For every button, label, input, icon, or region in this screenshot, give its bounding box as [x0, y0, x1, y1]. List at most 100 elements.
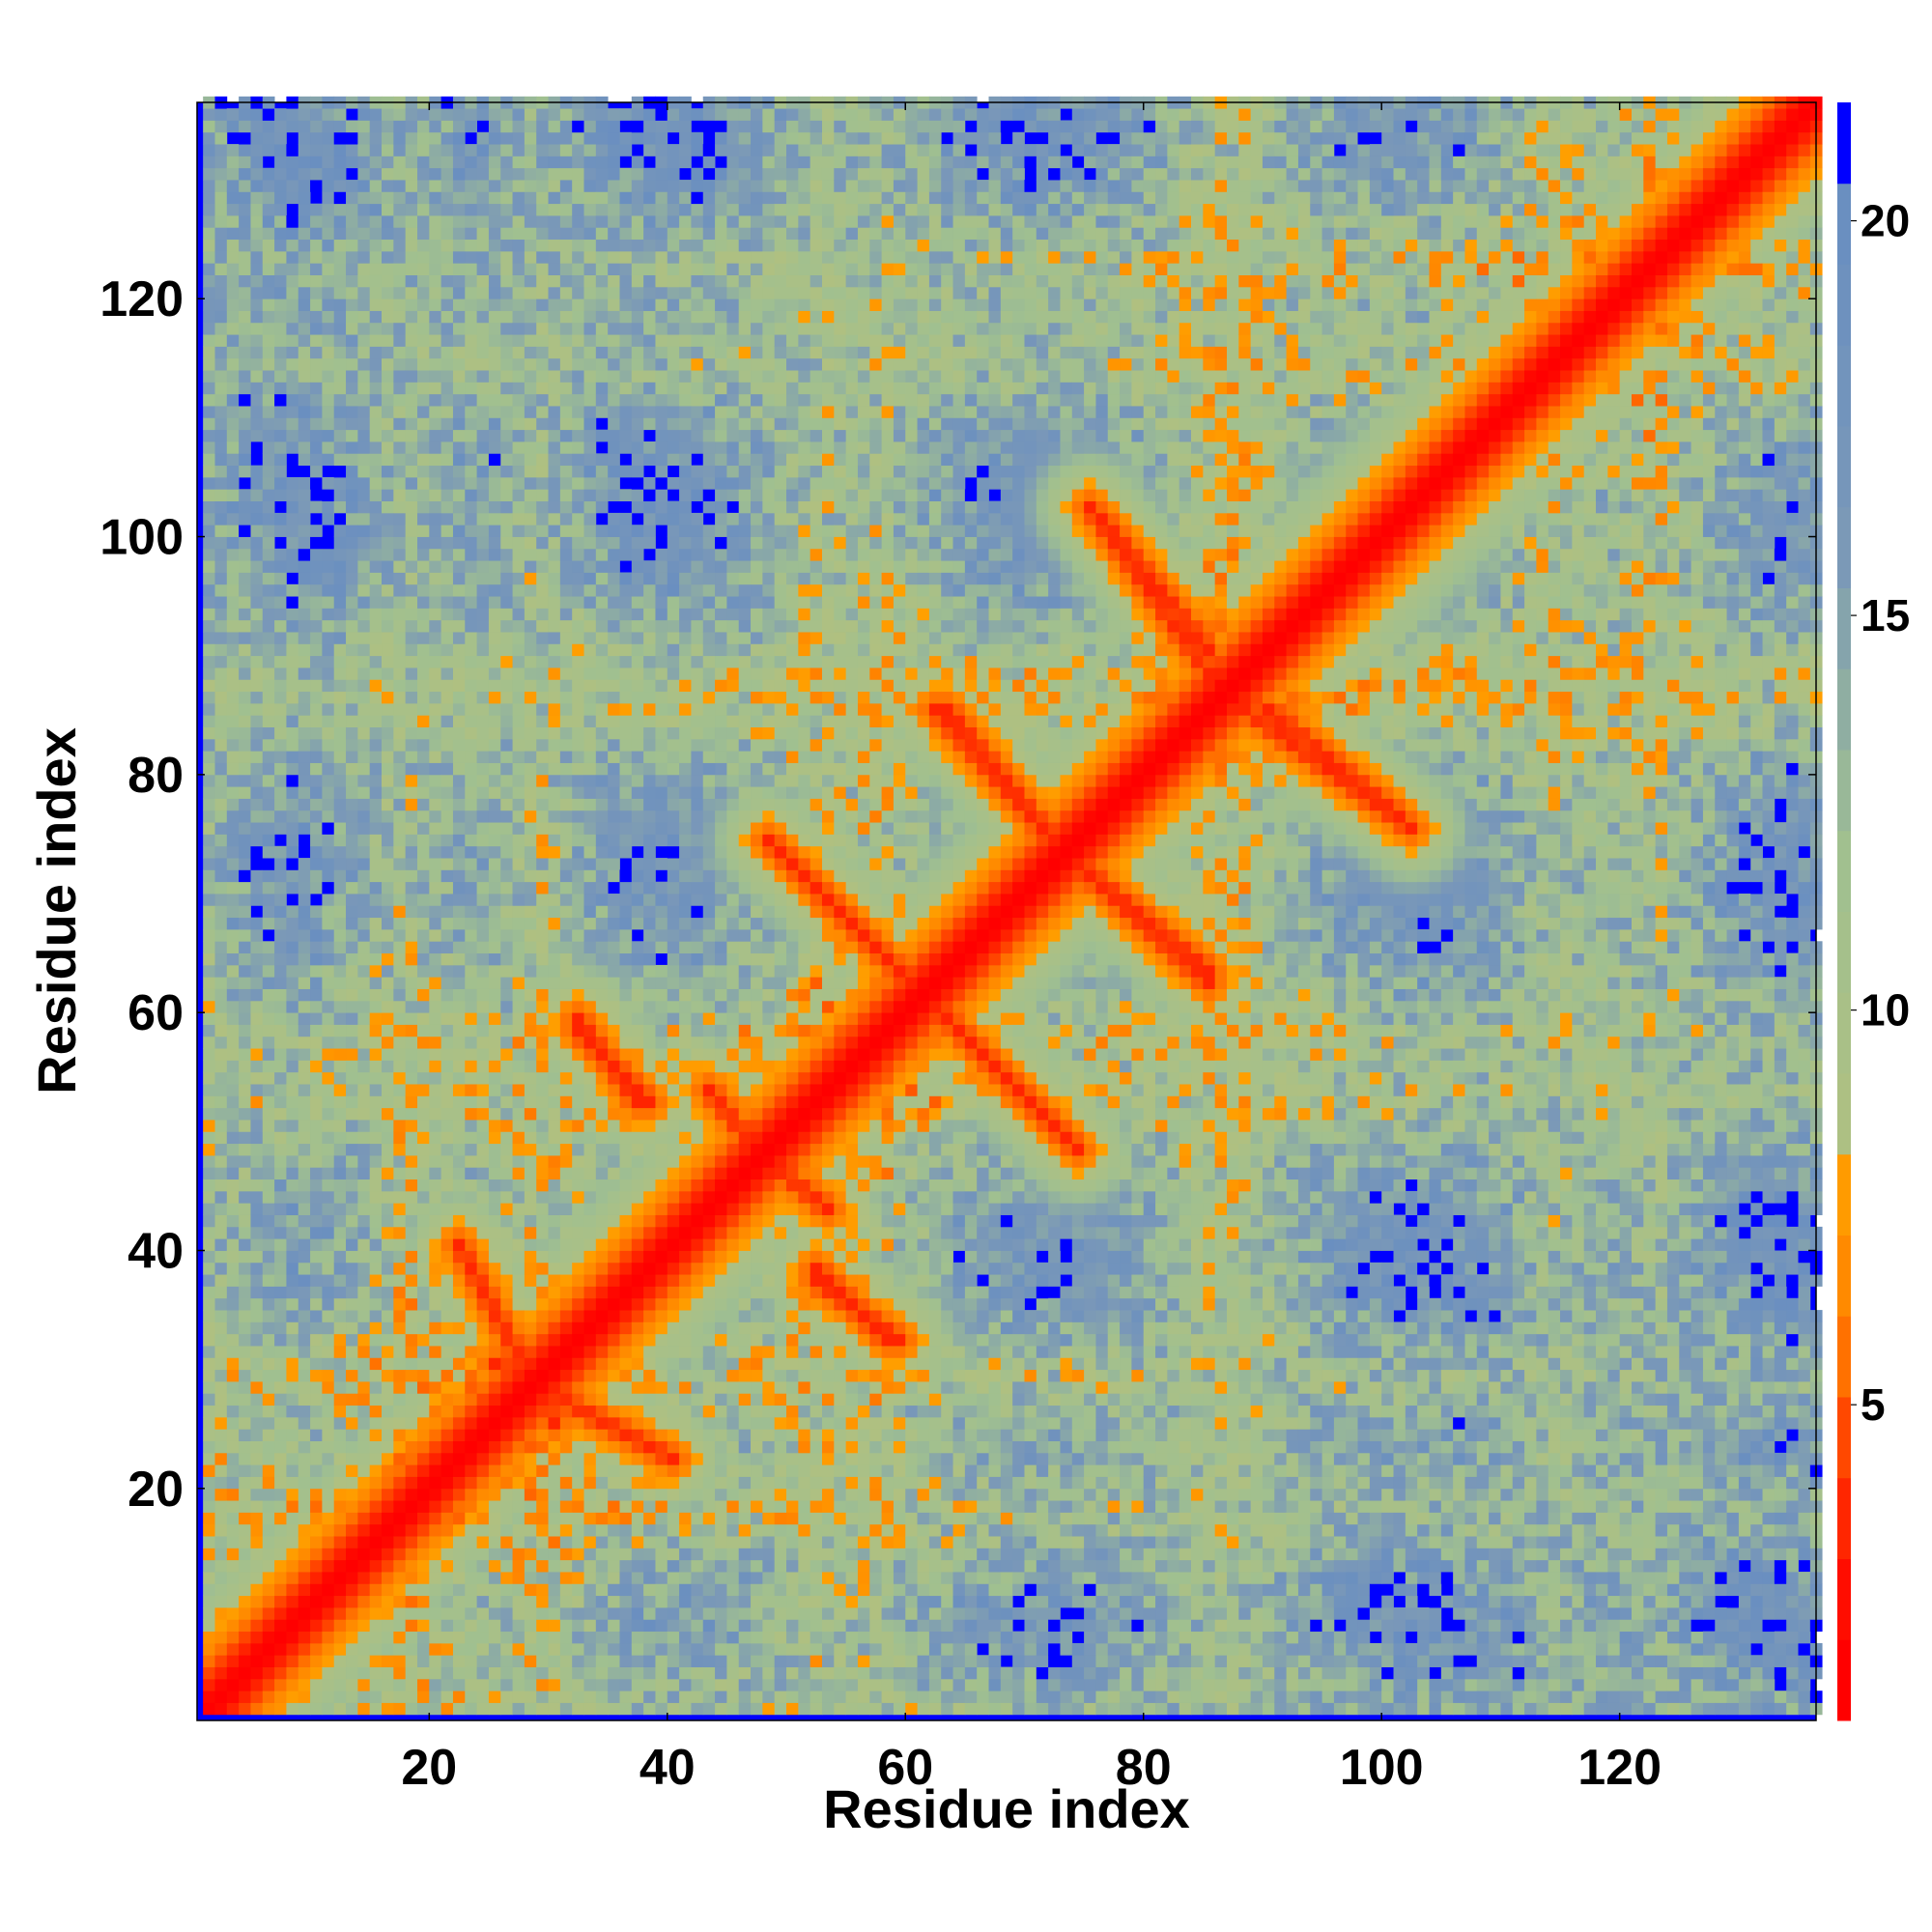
heatmap-cell: [203, 310, 215, 324]
heatmap-cell: [357, 476, 371, 490]
heatmap-cell: [595, 1274, 609, 1287]
heatmap-cell: [619, 1154, 633, 1168]
heatmap-cell: [595, 583, 609, 597]
heatmap-cell: [429, 1060, 442, 1073]
heatmap-cell: [239, 1631, 251, 1644]
heatmap-cell: [298, 952, 311, 966]
heatmap-cell: [619, 798, 633, 811]
heatmap-cell: [488, 668, 501, 680]
heatmap-cell: [382, 239, 394, 252]
heatmap-cell: [429, 798, 442, 811]
heatmap-cell: [250, 1559, 264, 1573]
heatmap-cell: [369, 1642, 383, 1656]
heatmap-cell: [595, 702, 609, 716]
heatmap-cell: [333, 1036, 347, 1049]
heatmap-cell: [619, 1000, 633, 1013]
heatmap-cell: [250, 239, 264, 252]
heatmap-cell: [488, 1179, 501, 1192]
heatmap-cell: [559, 905, 573, 919]
heatmap-cell: [500, 1167, 513, 1180]
heatmap-cell: [310, 1548, 323, 1561]
heatmap-cell: [583, 928, 597, 942]
heatmap-cell: [393, 738, 407, 752]
heatmap-cell: [524, 274, 537, 288]
heatmap-cell: [440, 1619, 454, 1633]
heatmap-cell: [500, 869, 513, 883]
heatmap-cell: [572, 274, 584, 288]
heatmap-cell: [346, 239, 358, 252]
heatmap-cell: [595, 1464, 609, 1477]
heatmap-cell: [583, 180, 597, 192]
heatmap-cell: [322, 1655, 335, 1667]
heatmap-cell: [536, 1548, 549, 1561]
heatmap-cell: [429, 869, 442, 883]
heatmap-cell: [250, 1274, 264, 1287]
heatmap-cell: [203, 1357, 215, 1371]
heatmap-cell: [310, 417, 323, 431]
heatmap-cell: [572, 476, 584, 490]
heatmap-cell: [429, 1572, 442, 1584]
heatmap-cell: [416, 346, 430, 359]
heatmap-cell: [393, 1024, 407, 1037]
heatmap-cell: [476, 1179, 490, 1192]
heatmap-cell: [250, 798, 264, 811]
heatmap-cell: [440, 1250, 454, 1264]
heatmap-cell: [298, 1476, 311, 1490]
heatmap-cell: [274, 1523, 287, 1537]
heatmap-cell: [250, 1333, 264, 1347]
heatmap-cell: [559, 774, 573, 787]
heatmap-cell: [429, 1167, 442, 1180]
heatmap-cell: [536, 322, 549, 335]
heatmap-cell: [286, 583, 299, 597]
heatmap-cell: [310, 227, 323, 241]
heatmap-cell: [382, 144, 394, 156]
heatmap-cell: [583, 917, 597, 930]
heatmap-cell: [572, 643, 584, 657]
heatmap-cell: [203, 357, 215, 371]
heatmap-cell: [631, 1452, 644, 1465]
heatmap-cell: [333, 1357, 347, 1371]
heatmap-cell: [250, 1405, 264, 1418]
heatmap-cell: [298, 1297, 311, 1311]
heatmap-cell: [286, 334, 299, 347]
heatmap-cell: [476, 1642, 490, 1656]
heatmap-cell: [488, 596, 501, 609]
heatmap-cell: [500, 203, 513, 216]
heatmap-cell: [333, 941, 347, 954]
heatmap-cell: [619, 1595, 633, 1608]
heatmap-cell: [239, 1274, 251, 1287]
heatmap-cell: [608, 1619, 620, 1633]
heatmap-cell: [500, 738, 513, 752]
heatmap-cell: [452, 1548, 466, 1561]
heatmap-cell: [488, 810, 501, 823]
heatmap-cell: [239, 1452, 251, 1465]
heatmap-cell: [226, 798, 240, 811]
heatmap-cell: [203, 108, 215, 121]
heatmap-cell: [512, 357, 526, 371]
heatmap-cell: [286, 1154, 299, 1168]
heatmap-cell: [322, 1393, 335, 1406]
heatmap-cell: [346, 977, 358, 989]
heatmap-cell: [250, 1523, 264, 1537]
heatmap-cell: [619, 786, 633, 799]
heatmap-cell: [536, 762, 549, 776]
heatmap-cell: [583, 1095, 597, 1109]
heatmap-cell: [214, 668, 228, 680]
heatmap-cell: [203, 1464, 215, 1477]
heatmap-cell: [416, 1214, 430, 1228]
heatmap-cell: [214, 1583, 228, 1597]
heatmap-cell: [631, 1405, 644, 1418]
heatmap-cell: [382, 203, 394, 216]
heatmap-cell: [226, 215, 240, 228]
heatmap-cell: [548, 1405, 561, 1418]
heatmap-cell: [512, 465, 526, 478]
heatmap-cell: [250, 1071, 264, 1085]
heatmap-cell: [488, 1286, 501, 1299]
heatmap-cell: [214, 619, 228, 633]
heatmap-cell: [286, 798, 299, 811]
heatmap-cell: [608, 310, 620, 324]
heatmap-cell: [488, 1488, 501, 1501]
heatmap-cell: [274, 845, 287, 859]
heatmap-cell: [382, 191, 394, 205]
heatmap-cell: [416, 322, 430, 335]
